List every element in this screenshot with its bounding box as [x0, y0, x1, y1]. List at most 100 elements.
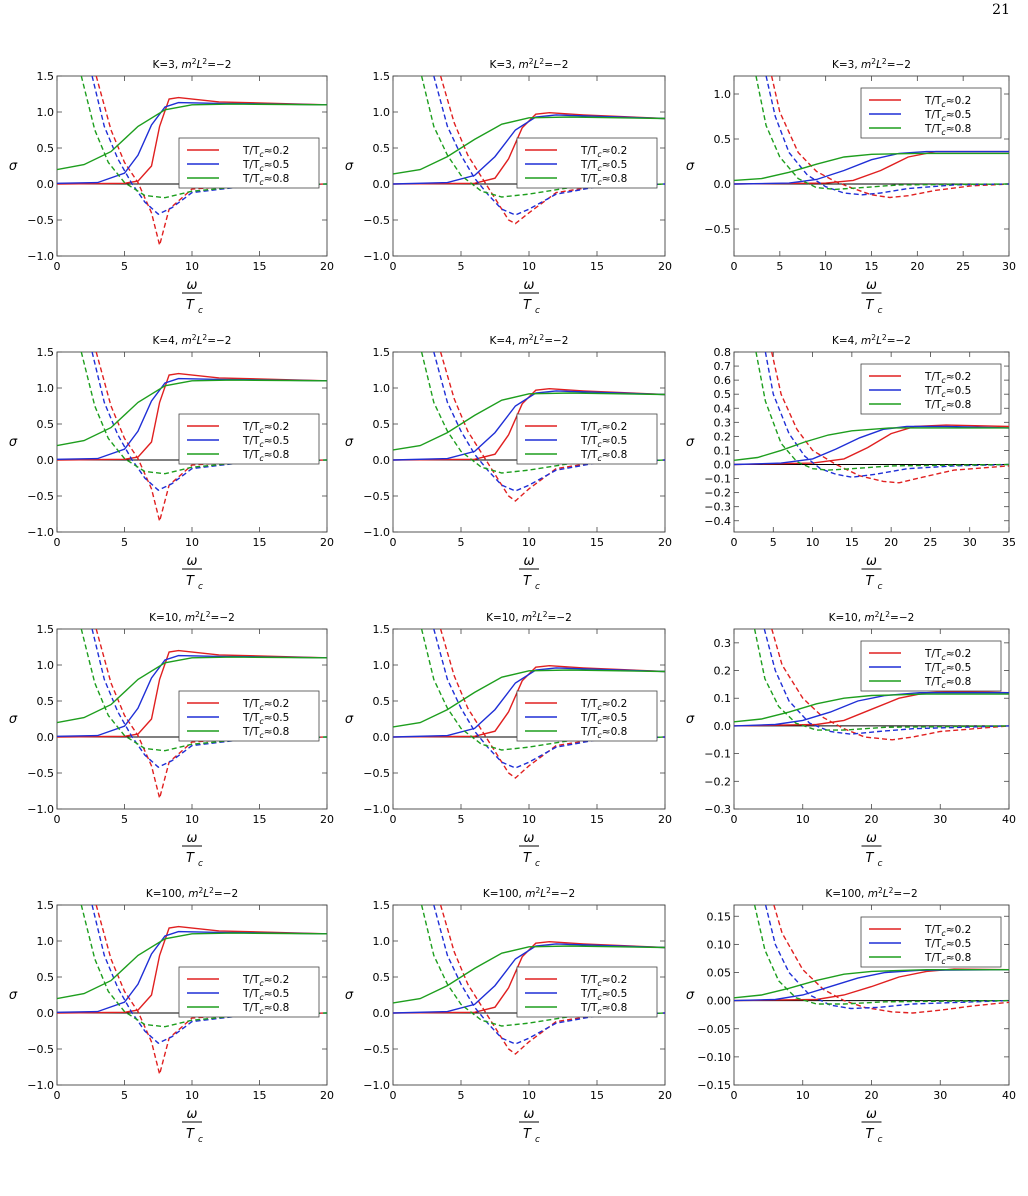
series-real-green	[734, 969, 1009, 999]
y-axis-label: σ	[686, 988, 695, 1003]
y-tick-label: 0.5	[373, 695, 391, 708]
x-tick-label: 10	[185, 1089, 199, 1102]
y-tick-label: 1.0	[373, 935, 391, 948]
legend-label: T/Tc≈0.2	[580, 421, 627, 435]
series-real-red	[393, 664, 665, 738]
legend-label: T/Tc≈0.5	[242, 435, 289, 449]
y-tick-label: −0.5	[27, 767, 54, 780]
y-tick-label: 0.0	[714, 178, 732, 191]
x-axis-label-subscript: c	[878, 1135, 883, 1145]
legend-label: T/Tc≈0.2	[242, 421, 289, 435]
series-imag-red	[770, 76, 1009, 199]
legend-label: T/Tc≈0.5	[242, 988, 289, 1002]
y-tick-label: 0.00	[707, 995, 732, 1008]
y-tick-label: −1.0	[27, 250, 54, 263]
series-real-blue	[393, 943, 665, 1014]
legend: T/Tc≈0.2T/Tc≈0.5T/Tc≈0.8	[516, 413, 658, 465]
x-tick-label: 5	[121, 260, 128, 273]
legend-label: T/Tc≈0.5	[580, 988, 627, 1002]
series-real-blue	[57, 654, 327, 737]
x-tick-label: 15	[590, 536, 604, 549]
legend-box	[860, 87, 1002, 139]
x-axis-label-subscript: c	[878, 582, 883, 592]
series-real-red	[393, 387, 665, 461]
series-imag-red	[439, 629, 665, 779]
y-tick-label: −0.10	[697, 1051, 731, 1064]
series-imag-blue	[91, 905, 327, 1045]
series-imag-red	[771, 352, 1009, 484]
y-tick-label: 0.0	[373, 178, 391, 191]
chart-panel-8: K=10, m2L2=−2 0 5 10 15 20 −1.0 −0.5 0.0 0.5 1.0 1.…	[345, 610, 672, 869]
y-tick-label: 1.0	[37, 935, 55, 948]
y-tick-label: 0.5	[37, 695, 55, 708]
x-axis-label-numerator: ω	[866, 554, 877, 569]
x-axis-label-denominator: T	[866, 574, 875, 589]
x-axis-label-numerator: ω	[187, 278, 198, 293]
x-tick-label: 20	[320, 1089, 334, 1102]
series-real-green	[57, 932, 327, 1000]
series-imag-blue	[91, 629, 327, 769]
y-tick-label: 1.0	[37, 382, 55, 395]
y-tick-label: 0.3	[714, 416, 732, 429]
series-real-green	[393, 116, 665, 175]
chart-panel-7: K=10, m2L2=−2 0 5 10 15 20 −1.0 −0.5 0.0 0.5 1.0 1.…	[9, 610, 334, 869]
series-real-red	[393, 940, 665, 1014]
x-tick-label: 0	[731, 813, 738, 826]
y-tick-label: 1.0	[714, 88, 732, 101]
chart-title: K=3, m2L2=−2	[490, 57, 569, 71]
x-tick-label: 5	[458, 260, 465, 273]
legend-label: T/Tc≈0.5	[242, 712, 289, 726]
series-imag-blue	[91, 352, 327, 492]
legend: T/Tc≈0.2T/Tc≈0.5T/Tc≈0.8	[860, 640, 1002, 692]
legend: T/Tc≈0.2T/Tc≈0.5T/Tc≈0.8	[860, 916, 1002, 968]
series-real-green	[734, 427, 1009, 461]
y-tick-label: −0.5	[363, 1043, 390, 1056]
legend-box	[516, 966, 658, 1018]
legend-label: T/Tc≈0.2	[924, 95, 971, 109]
legend-box	[860, 363, 1002, 415]
series-real-green	[57, 379, 327, 447]
series-real-red	[393, 111, 665, 185]
y-tick-label: −0.3	[704, 501, 731, 514]
y-tick-label: 0.5	[37, 418, 55, 431]
x-axis-label-subscript: c	[535, 306, 540, 316]
x-tick-label: 0	[54, 260, 61, 273]
y-tick-label: −0.2	[704, 775, 731, 788]
y-tick-label: −1.0	[363, 250, 390, 263]
y-tick-label: −1.0	[27, 1079, 54, 1092]
x-tick-label: 5	[121, 1089, 128, 1102]
series-imag-blue	[433, 629, 665, 769]
series-real-blue	[734, 692, 1009, 727]
y-tick-label: 0.5	[714, 388, 732, 401]
series-imag-red	[439, 76, 665, 225]
plot-area	[734, 905, 1009, 1014]
legend-label: T/Tc≈0.2	[242, 974, 289, 988]
y-tick-label: 0.3	[714, 637, 732, 650]
x-tick-label: 25	[956, 260, 970, 273]
x-tick-label: 20	[658, 536, 672, 549]
x-axis-label-numerator: ω	[524, 278, 535, 293]
x-tick-label: 10	[185, 536, 199, 549]
legend-label: T/Tc≈0.2	[580, 145, 627, 159]
y-tick-label: 1.5	[373, 70, 391, 83]
x-axis-label-numerator: ω	[524, 1107, 535, 1122]
x-axis-label-numerator: ω	[866, 831, 877, 846]
series-real-red	[57, 925, 327, 1014]
y-tick-label: 1.0	[373, 106, 391, 119]
x-axis-label-numerator: ω	[524, 831, 535, 846]
x-tick-label: 40	[1002, 813, 1016, 826]
x-axis-label-subscript: c	[535, 859, 540, 869]
legend-label: T/Tc≈0.5	[924, 385, 971, 399]
legend-label: T/Tc≈0.2	[242, 145, 289, 159]
x-tick-label: 20	[320, 260, 334, 273]
x-tick-label: 10	[796, 1089, 810, 1102]
y-tick-label: 0.2	[714, 665, 732, 678]
y-tick-label: 1.0	[373, 659, 391, 672]
chart-panel-12: K=100, m2L2=−2 0 10 20 30 40 −0.15 −0.10 −0.05 0.…	[686, 886, 1016, 1145]
y-tick-label: 1.0	[37, 106, 55, 119]
chart-title: K=10, m2L2=−2	[149, 610, 235, 624]
series-real-green	[393, 392, 665, 451]
y-tick-label: −0.5	[363, 214, 390, 227]
series-real-blue	[734, 150, 1009, 185]
x-tick-label: 0	[54, 813, 61, 826]
